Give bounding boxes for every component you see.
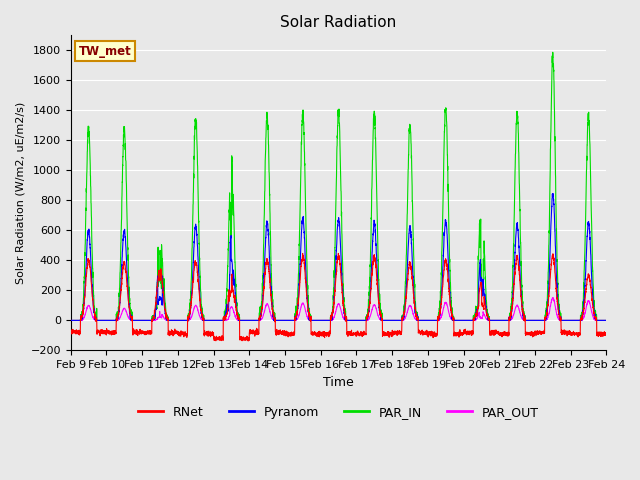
RNet — [319, 330, 326, 336]
RNet — [602, 331, 610, 336]
PAR_OUT — [319, 317, 326, 323]
RNet — [163, 314, 171, 320]
PAR_OUT — [67, 317, 75, 323]
RNet — [429, 333, 437, 338]
Pyranom — [429, 317, 436, 323]
PAR_IN — [458, 317, 466, 323]
PAR_OUT — [602, 317, 609, 323]
Pyranom — [489, 317, 497, 323]
Pyranom — [602, 317, 609, 323]
Pyranom — [549, 191, 557, 197]
PAR_IN — [319, 317, 326, 323]
RNet — [489, 329, 497, 335]
PAR_OUT — [549, 295, 557, 300]
PAR_OUT — [489, 317, 497, 323]
X-axis label: Time: Time — [323, 376, 354, 389]
PAR_IN — [489, 317, 497, 323]
RNet — [67, 330, 75, 336]
PAR_IN — [602, 317, 609, 323]
PAR_IN — [549, 49, 557, 55]
Line: PAR_IN: PAR_IN — [71, 52, 606, 320]
Y-axis label: Solar Radiation (W/m2, uE/m2/s): Solar Radiation (W/m2, uE/m2/s) — [15, 102, 25, 284]
PAR_IN — [67, 317, 75, 323]
Text: TW_met: TW_met — [79, 45, 132, 58]
Pyranom — [67, 317, 75, 323]
RNet — [602, 331, 610, 336]
PAR_OUT — [163, 317, 171, 323]
PAR_IN — [429, 317, 436, 323]
PAR_OUT — [429, 317, 436, 323]
Pyranom — [163, 317, 171, 323]
PAR_IN — [602, 317, 610, 323]
Pyranom — [458, 317, 466, 323]
RNet — [244, 338, 252, 344]
Title: Solar Radiation: Solar Radiation — [280, 15, 397, 30]
PAR_OUT — [602, 317, 610, 323]
PAR_IN — [163, 312, 171, 318]
RNet — [459, 331, 467, 337]
Pyranom — [319, 317, 326, 323]
Pyranom — [602, 317, 610, 323]
RNet — [335, 251, 342, 256]
PAR_OUT — [458, 317, 466, 323]
Line: Pyranom: Pyranom — [71, 194, 606, 320]
Legend: RNet, Pyranom, PAR_IN, PAR_OUT: RNet, Pyranom, PAR_IN, PAR_OUT — [133, 401, 544, 424]
Line: PAR_OUT: PAR_OUT — [71, 298, 606, 320]
Line: RNet: RNet — [71, 253, 606, 341]
